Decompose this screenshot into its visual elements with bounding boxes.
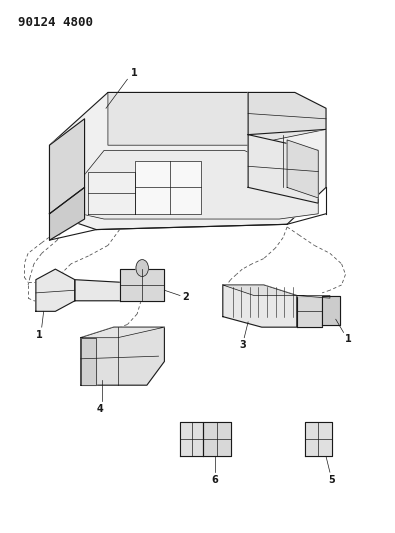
Polygon shape	[223, 285, 297, 327]
Polygon shape	[223, 285, 297, 295]
Polygon shape	[49, 92, 326, 230]
Polygon shape	[49, 119, 85, 214]
Text: 1: 1	[131, 68, 138, 78]
Polygon shape	[248, 135, 318, 203]
Polygon shape	[297, 295, 322, 327]
Polygon shape	[88, 172, 135, 214]
Polygon shape	[120, 269, 164, 301]
Polygon shape	[322, 295, 340, 325]
Polygon shape	[57, 150, 318, 219]
Text: 1: 1	[36, 330, 43, 340]
Polygon shape	[287, 140, 318, 198]
Text: 2: 2	[182, 292, 189, 302]
Polygon shape	[297, 295, 330, 298]
Polygon shape	[248, 92, 326, 135]
Polygon shape	[305, 422, 332, 456]
Text: 5: 5	[329, 475, 335, 485]
Text: 4: 4	[97, 403, 103, 414]
Polygon shape	[81, 338, 96, 385]
Text: 90124 4800: 90124 4800	[18, 16, 93, 29]
Polygon shape	[49, 188, 85, 240]
Circle shape	[136, 260, 149, 277]
Polygon shape	[81, 327, 164, 338]
Text: 1: 1	[345, 334, 352, 344]
Polygon shape	[36, 269, 75, 311]
Polygon shape	[203, 422, 231, 456]
Text: 6: 6	[212, 475, 218, 485]
Polygon shape	[81, 327, 164, 385]
Polygon shape	[135, 161, 201, 214]
Polygon shape	[108, 92, 326, 145]
Polygon shape	[75, 280, 162, 301]
Text: 3: 3	[239, 341, 246, 350]
Polygon shape	[180, 422, 203, 456]
